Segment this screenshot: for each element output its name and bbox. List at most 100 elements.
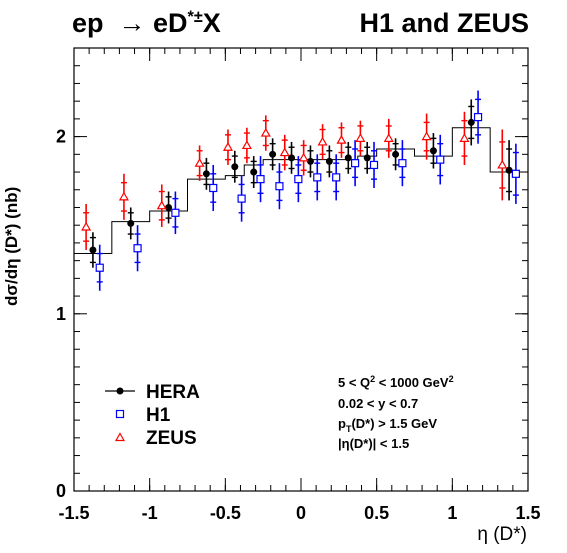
- x-tick-label: 1.5: [515, 503, 540, 523]
- marker-zeus: [355, 133, 366, 142]
- x-tick-label: -1.5: [58, 503, 89, 523]
- marker-zeus: [383, 133, 394, 142]
- point-zeus: [279, 134, 290, 171]
- point-zeus: [241, 127, 252, 164]
- y-axis-label: dσ/dη (D*) (nb): [2, 186, 21, 306]
- point-zeus: [118, 173, 129, 220]
- point-hera: [202, 157, 210, 190]
- point-h1: [171, 191, 180, 235]
- point-zeus: [156, 184, 167, 227]
- point-zeus: [298, 140, 309, 176]
- marker-zeus: [298, 152, 309, 162]
- point-hera: [269, 138, 277, 171]
- point-h1: [511, 143, 520, 204]
- kinematic-cuts: 5 < Q2 < 1000 GeV2 0.02 < y < 0.7 pT(D*)…: [338, 374, 454, 451]
- legend-hera-marker: [105, 387, 135, 395]
- marker-h1: [473, 113, 483, 122]
- legend: HERA H1 ZEUS: [105, 382, 200, 449]
- point-hera: [288, 141, 296, 174]
- marker-zeus: [317, 136, 328, 146]
- marker-h1: [171, 208, 180, 217]
- point-zeus: [81, 203, 92, 251]
- point-zeus: [383, 118, 394, 158]
- marker-hera: [505, 166, 513, 174]
- marker-h1: [351, 159, 360, 168]
- point-hera: [165, 191, 173, 224]
- marker-hera: [363, 154, 371, 162]
- marker-hera: [127, 219, 135, 227]
- point-hera: [363, 141, 371, 174]
- marker-hera: [325, 157, 333, 165]
- point-h1: [332, 154, 341, 201]
- marker-hera: [429, 147, 437, 155]
- point-h1: [313, 154, 322, 201]
- marker-h1: [369, 160, 379, 170]
- point-h1: [256, 156, 265, 203]
- x-tick-label: 0: [296, 503, 306, 523]
- marker-h1: [256, 175, 265, 184]
- marker-zeus: [497, 159, 508, 169]
- y-tick-label: 0: [56, 481, 66, 501]
- point-h1: [398, 140, 407, 187]
- point-hera: [231, 150, 239, 183]
- point-zeus: [222, 129, 234, 165]
- x-axis-ticks: -1.5 -1 -0.5 0 0.5 1 1.5: [58, 48, 541, 523]
- marker-zeus: [156, 200, 167, 210]
- marker-zeus: [118, 191, 129, 201]
- marker-h1: [275, 182, 284, 191]
- point-h1: [237, 175, 246, 222]
- marker-hera: [392, 150, 400, 158]
- axes-box: [73, 47, 529, 492]
- y-tick-label: 1: [56, 304, 66, 324]
- marker-h1: [294, 175, 303, 184]
- point-hera: [467, 99, 475, 146]
- marker-hera: [467, 118, 475, 126]
- x-tick-label: -0.5: [210, 503, 241, 523]
- x-axis-label: η (D*): [477, 524, 527, 545]
- marker-hera: [344, 154, 352, 162]
- marker-h1: [313, 173, 322, 182]
- x-tick-label: 1: [447, 503, 457, 523]
- chart-title: ep → eD*±X: [72, 8, 221, 38]
- legend-h1-label: H1: [146, 405, 171, 426]
- marker-hera: [165, 203, 173, 211]
- plot-frame: [73, 47, 529, 492]
- legend-zeus-marker: [114, 432, 126, 442]
- point-h1: [369, 141, 379, 188]
- marker-zeus: [222, 142, 234, 151]
- point-hera: [127, 207, 135, 240]
- point-hera: [325, 145, 333, 178]
- point-h1: [294, 156, 303, 203]
- marker-zeus: [459, 133, 470, 142]
- x-tick-label: -1: [142, 503, 158, 523]
- marker-h1: [332, 173, 341, 182]
- point-zeus: [260, 115, 271, 151]
- x-tick-label: 0.5: [364, 503, 389, 523]
- point-h1: [95, 244, 104, 291]
- cut-pt: pT(D*) > 1.5 GeV: [338, 416, 437, 434]
- point-hera: [429, 133, 437, 169]
- marker-h1: [95, 263, 104, 272]
- marker-zeus: [336, 134, 347, 144]
- point-h1: [351, 140, 360, 187]
- point-zeus: [355, 120, 366, 157]
- point-hera: [344, 141, 352, 174]
- marker-zeus: [81, 221, 92, 231]
- point-zeus: [497, 129, 508, 201]
- point-hera: [505, 140, 513, 201]
- point-hera: [250, 156, 258, 188]
- cut-eta: |η(D*)| < 1.5: [338, 436, 409, 451]
- point-zeus: [194, 145, 205, 181]
- cut-q2: 5 < Q2 < 1000 GeV2: [338, 374, 454, 390]
- legend-hera-label: HERA: [146, 382, 200, 403]
- marker-h1: [398, 159, 407, 168]
- marker-zeus: [421, 131, 432, 141]
- point-zeus: [421, 113, 432, 160]
- marker-hera: [202, 170, 210, 178]
- y-axis-ticks: 0 1 2: [56, 47, 528, 501]
- theory-histogram: [74, 127, 528, 255]
- marker-zeus: [260, 127, 271, 137]
- point-hera: [392, 138, 400, 171]
- marker-h1: [209, 183, 218, 193]
- marker-hera: [288, 154, 296, 162]
